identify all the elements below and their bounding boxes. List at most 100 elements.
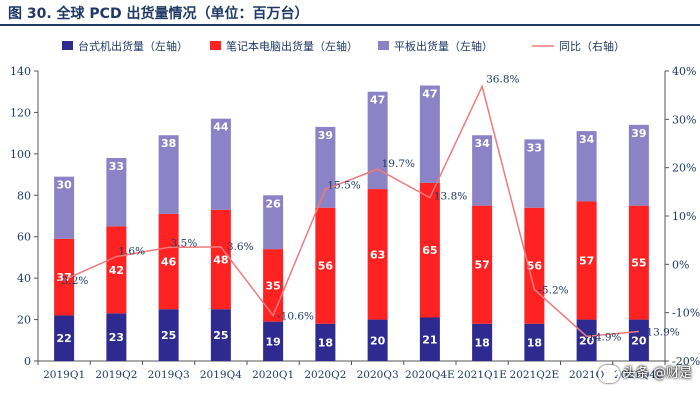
bar-value-label: 34 [579, 133, 595, 146]
bar-value-label: 57 [474, 259, 489, 272]
bar-segment [367, 319, 388, 361]
bar-value-label: 25 [213, 329, 228, 342]
yoy-data-label: 1.6% [118, 246, 145, 258]
bar-segment [419, 317, 440, 361]
bar-segment [472, 135, 493, 206]
bar-value-label: 39 [318, 129, 333, 142]
left-axis-tick-label: 60 [17, 231, 31, 244]
yoy-data-label: 15.5% [327, 179, 360, 191]
figure-title: 图 30. 全球 PCD 出货量情况（单位：百万台） [8, 6, 309, 22]
left-axis-tick-label: 0 [24, 355, 31, 368]
bar-value-label: 21 [422, 333, 437, 346]
bar-segment [158, 213, 179, 310]
yoy-data-label: 36.8% [486, 73, 519, 85]
bar-segment [419, 85, 440, 183]
bar-value-label: 34 [474, 137, 490, 150]
bar-value-label: 44 [213, 121, 229, 134]
right-axis-tick-label: 30% [672, 113, 696, 126]
bar-segment [315, 323, 336, 361]
bar-segment [472, 205, 493, 324]
bar-segment [419, 182, 440, 318]
bar-segment [628, 205, 649, 320]
bar-segment [210, 118, 231, 210]
left-axis-tick-label: 80 [17, 189, 31, 202]
yoy-data-label: -10.6% [277, 311, 314, 323]
x-axis-tick-label: 2019Q1 [43, 369, 85, 381]
bar-segment [106, 226, 127, 314]
bar-segment [210, 309, 231, 361]
yoy-data-label: 3.5% [171, 237, 198, 249]
bar-value-label: 65 [422, 244, 437, 257]
bar-segment [628, 124, 649, 206]
bar-value-label: 56 [318, 260, 334, 273]
bar-segment [576, 201, 597, 320]
bar-value-label: 23 [109, 331, 124, 344]
bar-value-label: 48 [213, 254, 228, 267]
x-axis-tick-label: 2021Q2E [510, 369, 560, 381]
yoy-data-label: 3.6% [227, 241, 254, 253]
yoy-line: -3.2% 1.6% 3.5% 3.6% -10.6% 15.5% 19.7% 13.8% 36… [58, 73, 680, 343]
bar-value-label: 56 [527, 260, 543, 273]
legend-label: 笔记本电脑出货量（左轴） [226, 39, 358, 53]
yoy-line-path [63, 84, 639, 338]
bar-segment [367, 189, 388, 320]
yoy-data-label: -14.9% [585, 331, 622, 343]
bar-value-label: 35 [265, 279, 280, 292]
left-axis-tick-label: 100 [10, 148, 31, 161]
yoy-data-label: -13.9% [643, 327, 680, 339]
bar-segment [158, 309, 179, 361]
watermark-text: 头条 @财是 [623, 366, 693, 381]
bar-segment [54, 238, 75, 316]
left-axis-tick-label: 120 [10, 106, 31, 119]
bar-segment [54, 176, 75, 239]
legend-swatch [378, 41, 389, 50]
x-axis-tick-label: 2020Q2 [304, 369, 346, 381]
bar-segment [628, 319, 649, 361]
bar-segment [263, 195, 284, 250]
x-axis-tick-label: 2021Q1E [457, 369, 507, 381]
bar-value-label: 25 [161, 329, 176, 342]
right-axis-tick-label: 20% [672, 162, 696, 175]
yoy-data-label: -3.2% [58, 275, 88, 287]
right-axis-tick-label: 40% [672, 65, 696, 78]
bar-value-label: 47 [370, 94, 385, 107]
right-axis-tick-label: 0% [672, 258, 689, 271]
x-axis-tick-label: 2020Q1 [252, 369, 294, 381]
figure-title-bar: 图 30. 全球 PCD 出货量情况（单位：百万台） [0, 0, 700, 24]
yoy-data-label: -5.2% [538, 284, 568, 296]
legend-label: 台式机出货量（左轴） [78, 39, 188, 53]
chart-legend: 台式机出货量（左轴） 笔记本电脑出货量（左轴） 平板出货量（左轴） 同比（右轴） [62, 39, 625, 53]
bar-value-label: 20 [579, 334, 595, 347]
right-axis-tick-label: -20% [672, 355, 700, 368]
yoy-data-label: 13.8% [434, 191, 467, 203]
bar-value-label: 33 [109, 160, 124, 173]
watermark: 头条 @财是 [598, 362, 692, 383]
bar-value-label: 63 [370, 248, 385, 261]
x-axis-tick-label: 2019Q4 [200, 369, 242, 381]
pcd-shipment-chart: 台式机出货量（左轴） 笔记本电脑出货量（左轴） 平板出货量（左轴） 同比（右轴） 02… [10, 39, 700, 381]
bar-segment [524, 139, 545, 208]
bar-value-label: 33 [527, 141, 542, 154]
bar-value-label: 26 [265, 197, 281, 210]
yoy-data-label: 19.7% [382, 158, 415, 170]
legend-swatch [62, 41, 73, 50]
bar-value-label: 46 [161, 256, 177, 269]
bar-segment [576, 319, 597, 361]
bar-value-label: 47 [422, 88, 437, 101]
bar-value-label: 37 [56, 271, 71, 284]
bar-value-label: 19 [265, 335, 280, 348]
left-axis-tick-label: 20 [17, 314, 31, 327]
bar-value-label: 30 [56, 179, 72, 192]
legend-label: 同比（右轴） [559, 39, 625, 53]
bar-value-label: 20 [631, 334, 647, 347]
bar-value-label: 42 [109, 264, 124, 277]
bar-value-label: 20 [370, 334, 386, 347]
bar-segment [263, 321, 284, 361]
x-axis-tick-label: 2021Q4E [614, 369, 664, 381]
bar-segment [472, 323, 493, 361]
legend-label: 平板出货量（左轴） [394, 39, 493, 53]
chart-axes: 0 20 40 60 80 100 120 140 -20% -10% 0% 10% 20% 30% 40%… [10, 65, 700, 381]
bar-value-label: 57 [579, 255, 594, 268]
bar-segment [158, 135, 179, 214]
legend-swatch [210, 41, 221, 50]
